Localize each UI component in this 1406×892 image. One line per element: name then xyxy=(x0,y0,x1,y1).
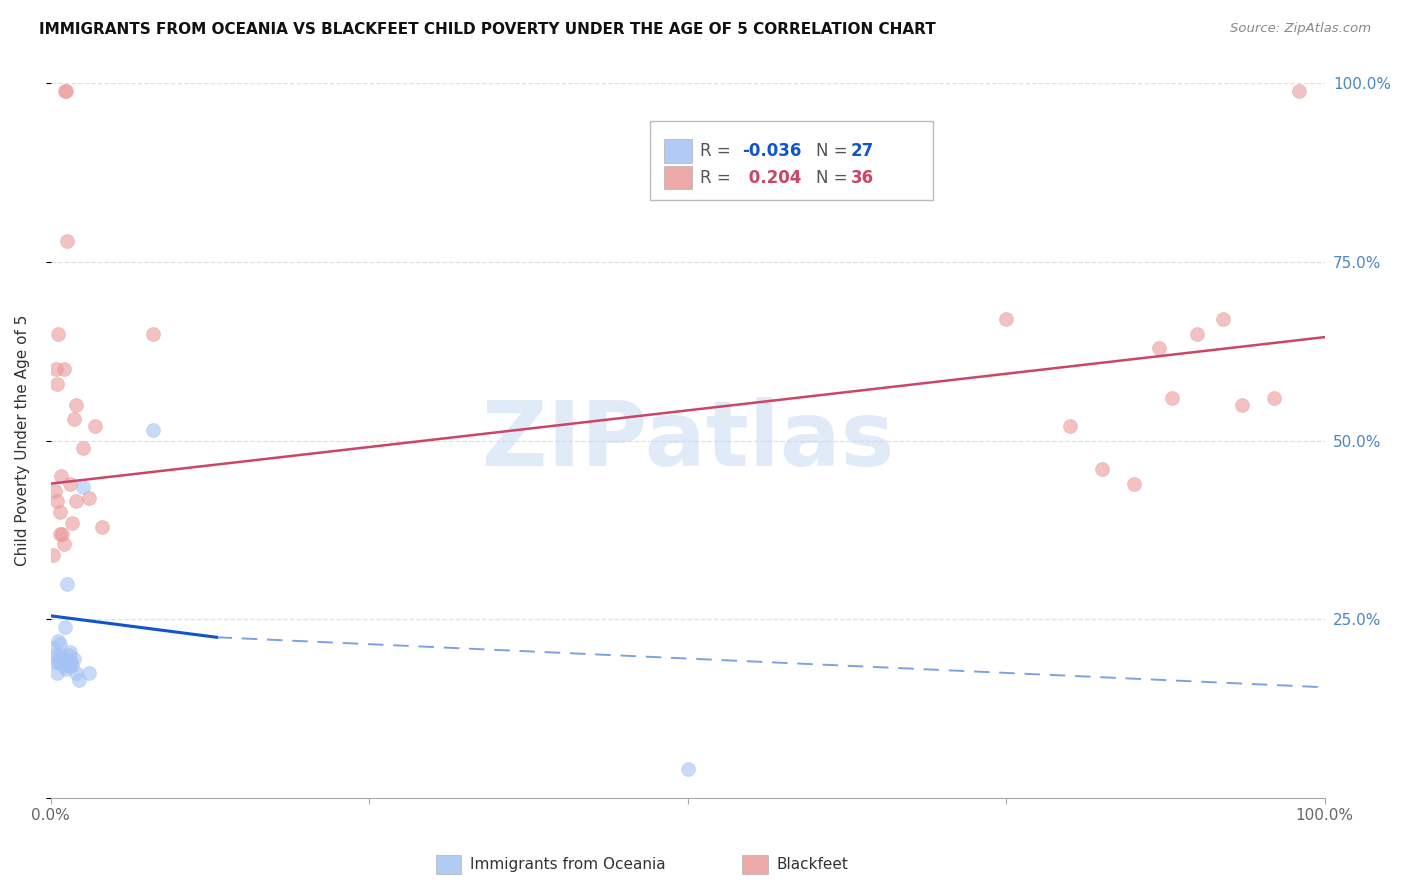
Point xyxy=(1059,419,1081,434)
Point xyxy=(53,84,76,98)
Point xyxy=(1187,326,1209,341)
Point xyxy=(45,362,67,376)
Point xyxy=(62,658,84,673)
Text: R =: R = xyxy=(700,169,737,186)
Point xyxy=(59,476,82,491)
Point xyxy=(1288,84,1310,98)
Point xyxy=(42,640,65,655)
Point xyxy=(51,651,73,665)
Point xyxy=(44,483,66,498)
Point xyxy=(62,516,84,530)
Point xyxy=(65,665,87,680)
Point xyxy=(48,655,70,669)
Point xyxy=(52,658,75,673)
Text: Blackfeet: Blackfeet xyxy=(776,857,848,871)
Point xyxy=(48,637,70,651)
Point xyxy=(1122,476,1144,491)
Point xyxy=(67,673,90,688)
Point xyxy=(56,234,79,248)
Point xyxy=(56,576,79,591)
Point xyxy=(44,655,66,669)
Point xyxy=(1091,462,1114,476)
Point xyxy=(52,362,75,376)
Point xyxy=(84,419,107,434)
Point xyxy=(48,505,70,519)
Point xyxy=(1147,341,1170,355)
Point xyxy=(42,548,65,562)
Text: 36: 36 xyxy=(851,169,875,186)
Point xyxy=(46,494,69,508)
Text: N =: N = xyxy=(815,169,852,186)
Point xyxy=(58,648,80,662)
Point xyxy=(72,441,94,455)
Point xyxy=(59,658,82,673)
Point xyxy=(77,491,100,505)
Text: R =: R = xyxy=(700,142,737,160)
Point xyxy=(48,655,70,669)
Point xyxy=(1230,398,1253,412)
Point xyxy=(48,633,70,648)
Text: 27: 27 xyxy=(851,142,875,160)
Point xyxy=(142,326,165,341)
Text: ZIPatlas: ZIPatlas xyxy=(482,397,894,484)
Point xyxy=(72,480,94,494)
Point xyxy=(46,376,69,391)
Point xyxy=(90,519,112,533)
Point xyxy=(55,84,77,98)
Point xyxy=(1160,391,1182,405)
Point xyxy=(52,537,75,551)
Point xyxy=(676,763,699,777)
Point xyxy=(62,651,84,665)
Point xyxy=(65,398,87,412)
Point xyxy=(53,619,76,633)
Text: Immigrants from Oceania: Immigrants from Oceania xyxy=(470,857,665,871)
Point xyxy=(45,648,67,662)
Point xyxy=(995,312,1018,326)
Point xyxy=(60,655,83,669)
Point xyxy=(52,651,75,665)
Point xyxy=(46,665,69,680)
Text: -0.036: -0.036 xyxy=(742,142,801,160)
Text: IMMIGRANTS FROM OCEANIA VS BLACKFEET CHILD POVERTY UNDER THE AGE OF 5 CORRELATIO: IMMIGRANTS FROM OCEANIA VS BLACKFEET CHI… xyxy=(39,22,936,37)
Text: 0.204: 0.204 xyxy=(742,169,801,186)
Point xyxy=(49,469,72,483)
Point xyxy=(62,412,84,426)
Text: Source: ZipAtlas.com: Source: ZipAtlas.com xyxy=(1230,22,1371,36)
Point xyxy=(1212,312,1234,326)
Point xyxy=(48,526,70,541)
Y-axis label: Child Poverty Under the Age of 5: Child Poverty Under the Age of 5 xyxy=(15,315,30,566)
Point xyxy=(48,326,70,341)
Point xyxy=(1263,391,1285,405)
Point xyxy=(51,526,73,541)
Point xyxy=(59,644,82,658)
Point xyxy=(55,662,77,676)
Point xyxy=(65,494,87,508)
Point xyxy=(49,648,72,662)
Point xyxy=(77,665,100,680)
Text: N =: N = xyxy=(815,142,852,160)
Point xyxy=(142,423,165,437)
